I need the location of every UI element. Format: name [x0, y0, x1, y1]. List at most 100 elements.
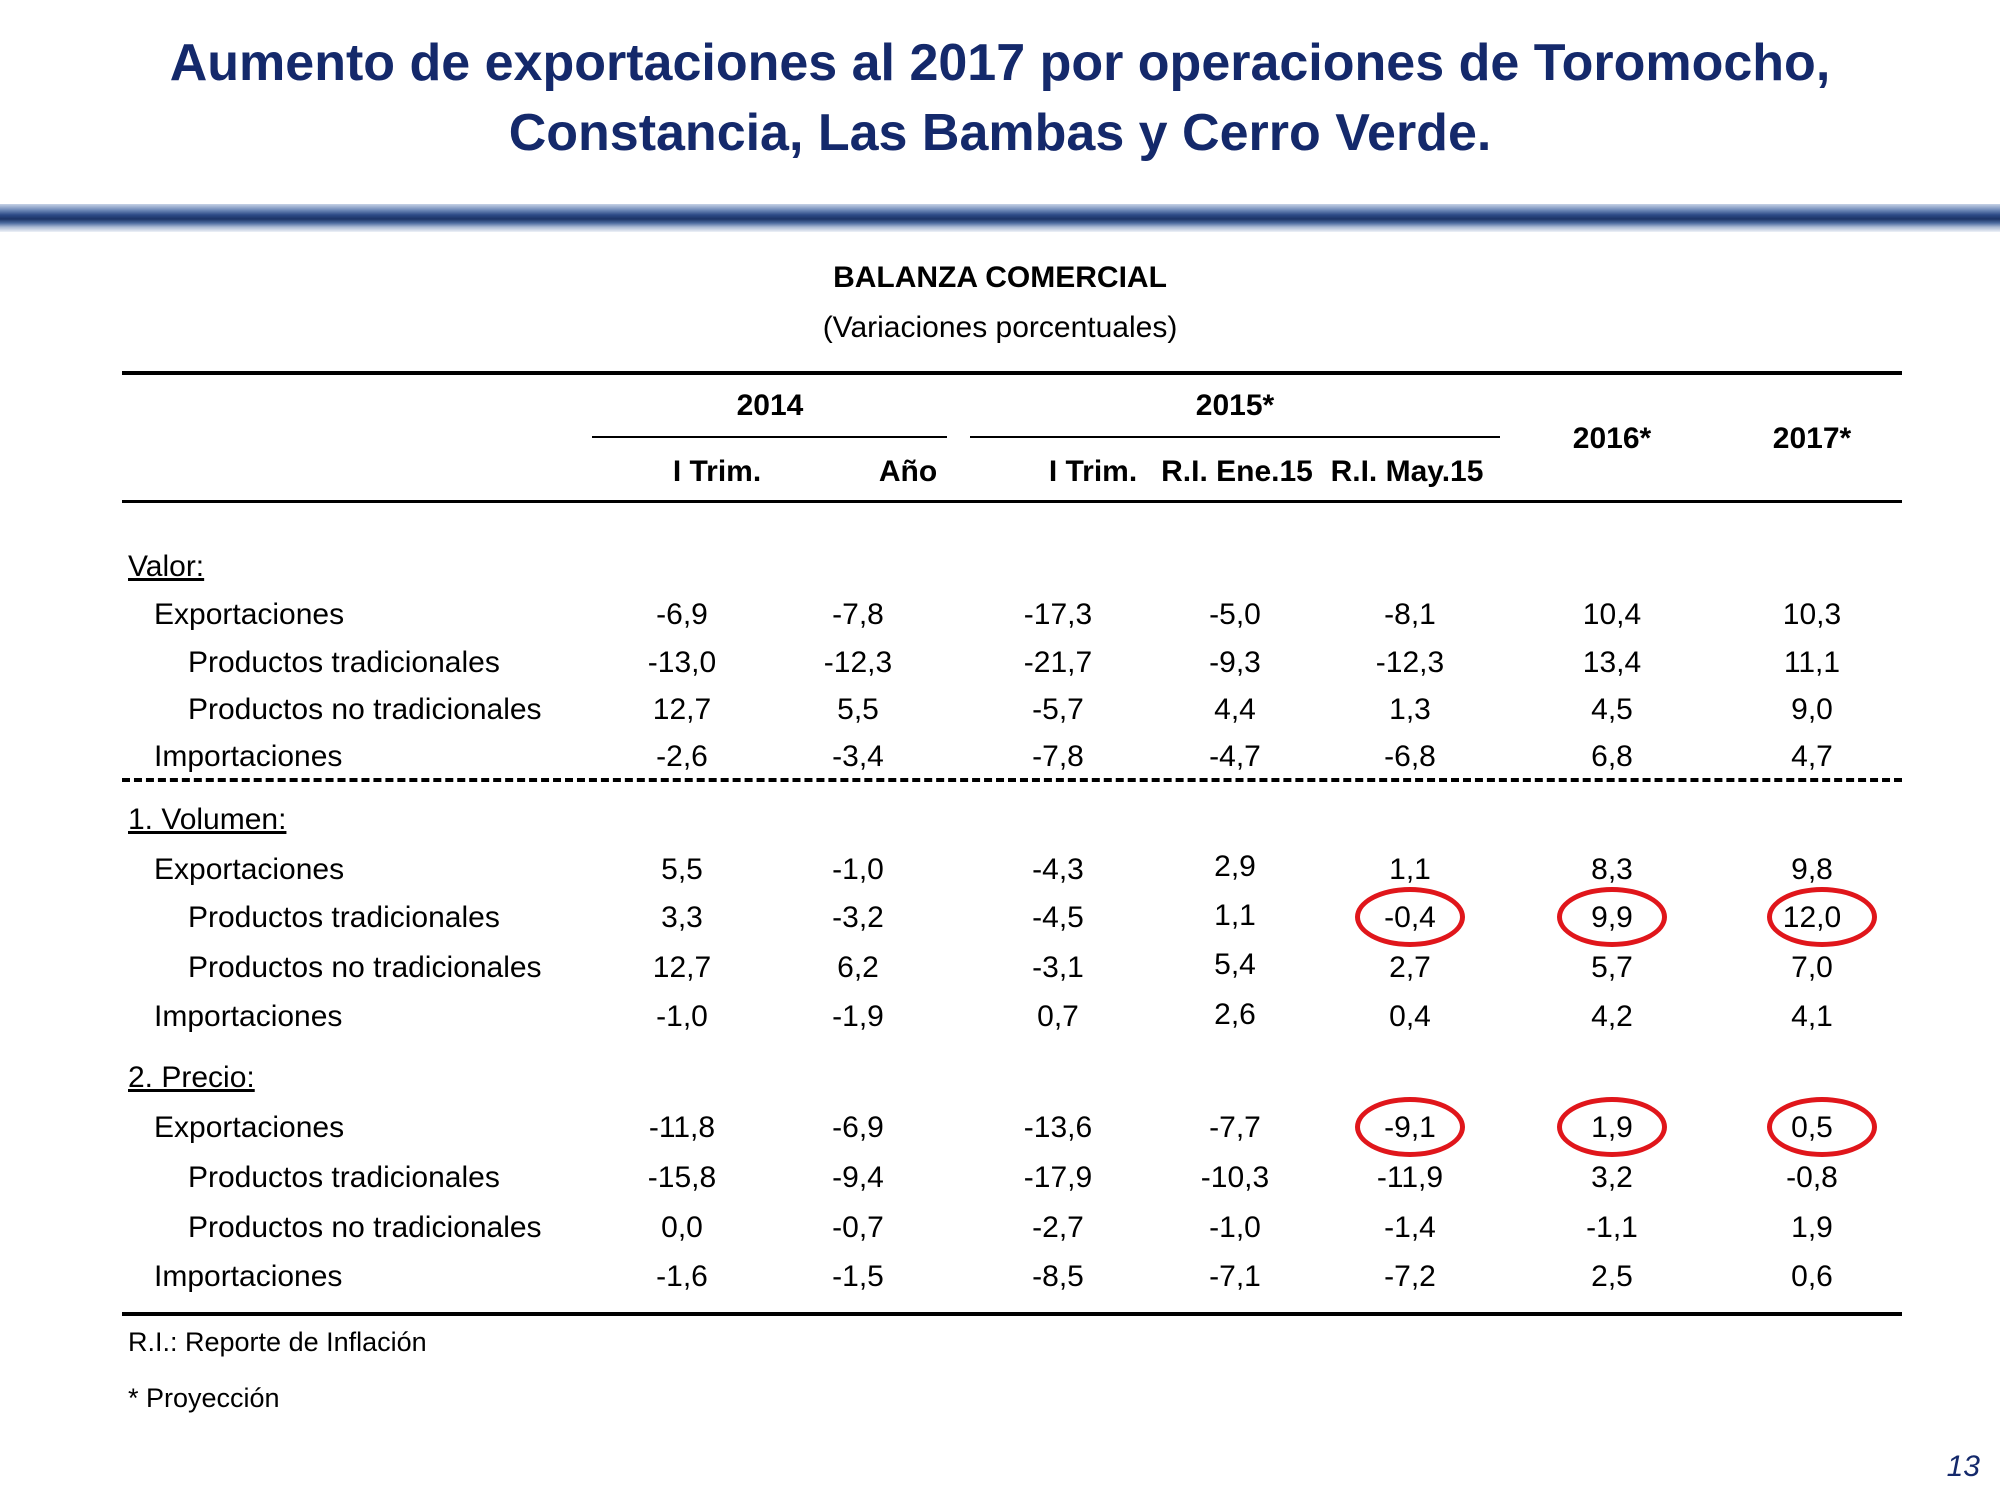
row-label: Importaciones — [154, 740, 343, 773]
cell-2015-itrim: -21,7 — [1023, 646, 1093, 679]
cell-2015-itrim: -5,7 — [1032, 693, 1084, 726]
cell-2017: 1,9 — [1791, 1211, 1833, 1244]
section-label-volumen: 1. Volumen: — [128, 803, 287, 836]
cell-2015-ri-may: 0,4 — [1389, 1000, 1431, 1033]
header-bottom-rule — [122, 500, 1902, 503]
title-divider-bar — [0, 204, 2000, 232]
cell-2015-ri-may: -8,1 — [1384, 598, 1436, 631]
cell-2015-itrim: -4,3 — [1032, 853, 1084, 886]
cell-2016: 3,2 — [1591, 1161, 1633, 1194]
cell-2017: 4,7 — [1791, 740, 1833, 773]
cell-2015-ri-may: 1,3 — [1389, 693, 1431, 726]
cell-2017: 10,3 — [1782, 598, 1842, 631]
section-label-precio: 2. Precio: — [128, 1061, 255, 1094]
cell-2014-itrim: -13,0 — [647, 646, 717, 679]
cell-2014-ano: 5,5 — [837, 693, 879, 726]
cell-2016: 10,4 — [1582, 598, 1642, 631]
cell-2014-ano: -3,4 — [832, 740, 884, 773]
cell-2015-ri-may: 1,1 — [1389, 853, 1431, 886]
cell-2014-ano: -3,2 — [832, 901, 884, 934]
cell-2014-ano: -9,4 — [832, 1161, 884, 1194]
slide-title-line-2: Constancia, Las Bambas y Cerro Verde. — [508, 104, 1492, 162]
note-ri: R.I.: Reporte de Inflación — [128, 1327, 427, 1357]
cell-2016: 5,7 — [1591, 951, 1633, 984]
cell-2017: 0,6 — [1791, 1260, 1833, 1293]
cell-2016: 2,5 — [1591, 1260, 1633, 1293]
cell-2014-ano: -1,9 — [832, 1000, 884, 1033]
cell-2014-ano: -1,5 — [832, 1260, 884, 1293]
group-rule-2015 — [970, 436, 1500, 438]
cell-2016: 6,8 — [1591, 740, 1633, 773]
cell-2014-itrim: -1,6 — [656, 1260, 708, 1293]
cell-2015-ri-ene: -1,0 — [1209, 1211, 1261, 1244]
cell-2015-ri-may: -12,3 — [1375, 646, 1445, 679]
table-bottom-rule — [122, 1312, 1902, 1316]
header-2017: 2017* — [1772, 422, 1852, 455]
header-col-2015-ri-ene: R.I. Ene.15 — [1161, 455, 1313, 488]
cell-2014-itrim: 12,7 — [652, 693, 712, 726]
cell-2014-ano: -6,9 — [832, 1111, 884, 1144]
cell-2015-ri-ene: 2,6 — [1214, 998, 1256, 1031]
cell-2016: -1,1 — [1586, 1211, 1638, 1244]
cell-2015-itrim: 0,7 — [1037, 1000, 1079, 1033]
table-subtitle: (Variaciones porcentuales) — [822, 311, 1178, 344]
group-rule-2014 — [592, 436, 947, 438]
cell-2016: 4,2 — [1591, 1000, 1633, 1033]
cell-2014-itrim: 5,5 — [661, 853, 703, 886]
cell-2015-ri-ene: 4,4 — [1214, 693, 1256, 726]
row-label: Exportaciones — [154, 598, 345, 631]
cell-2015-ri-ene: -5,0 — [1209, 598, 1261, 631]
cell-2017: 9,0 — [1791, 693, 1833, 726]
header-2016: 2016* — [1572, 422, 1652, 455]
cell-2017: -0,8 — [1786, 1161, 1838, 1194]
section-label-valor: Valor: — [128, 550, 205, 583]
header-col-2014-ano: Año — [878, 455, 938, 488]
cell-2017: 0,5 — [1791, 1111, 1833, 1144]
cell-2014-itrim: 3,3 — [661, 901, 703, 934]
header-col-2014-itrim: I Trim. — [672, 455, 762, 488]
cell-2016: 4,5 — [1591, 693, 1633, 726]
header-2015: 2015* — [1195, 389, 1275, 422]
cell-2016: 13,4 — [1582, 646, 1642, 679]
slide-title-line-1: Aumento de exportaciones al 2017 por ope… — [169, 34, 1831, 92]
cell-2015-ri-ene: 2,9 — [1214, 850, 1256, 883]
cell-2015-itrim: -2,7 — [1032, 1211, 1084, 1244]
row-label: Productos no tradicionales — [188, 951, 542, 984]
header-col-2015-ri-may: R.I. May.15 — [1330, 455, 1484, 488]
header-col-2015-itrim: I Trim. — [1048, 455, 1138, 488]
row-label: Productos no tradicionales — [188, 693, 542, 726]
cell-2014-ano: 6,2 — [837, 951, 879, 984]
cell-2015-ri-ene: -4,7 — [1209, 740, 1261, 773]
cell-2014-itrim: -11,8 — [648, 1111, 716, 1144]
slide-title: Aumento de exportaciones al 2017 por ope… — [0, 28, 2000, 168]
cell-2017: 7,0 — [1791, 951, 1833, 984]
cell-2016: 9,9 — [1591, 901, 1633, 934]
row-label: Productos tradicionales — [188, 1161, 500, 1194]
cell-2014-ano: -7,8 — [832, 598, 884, 631]
header-2014: 2014 — [736, 389, 804, 422]
cell-2014-itrim: -15,8 — [647, 1161, 717, 1194]
cell-2015-itrim: -7,8 — [1032, 740, 1084, 773]
cell-2014-itrim: 12,7 — [652, 951, 712, 984]
row-label: Productos no tradicionales — [188, 1211, 542, 1244]
row-label: Productos tradicionales — [188, 901, 500, 934]
row-label: Exportaciones — [154, 1111, 345, 1144]
cell-2015-ri-may: 2,7 — [1389, 951, 1431, 984]
cell-2017: 9,8 — [1791, 853, 1833, 886]
cell-2017: 4,1 — [1791, 1000, 1833, 1033]
row-label: Productos tradicionales — [188, 646, 500, 679]
cell-2015-ri-ene: -7,1 — [1209, 1260, 1261, 1293]
cell-2014-itrim: -6,9 — [656, 598, 708, 631]
cell-2014-itrim: -2,6 — [656, 740, 708, 773]
row-label: Exportaciones — [154, 853, 345, 886]
cell-2014-ano: -0,7 — [832, 1211, 884, 1244]
cell-2015-ri-may: -11,9 — [1376, 1161, 1444, 1194]
section-dashed-divider — [122, 778, 1902, 782]
cell-2015-ri-ene: -9,3 — [1209, 646, 1261, 679]
cell-2015-itrim: -3,1 — [1032, 951, 1084, 984]
cell-2016: 1,9 — [1591, 1111, 1633, 1144]
cell-2015-ri-may: -1,4 — [1384, 1211, 1436, 1244]
cell-2015-itrim: -8,5 — [1032, 1260, 1084, 1293]
row-label: Importaciones — [154, 1000, 343, 1033]
cell-2015-itrim: -17,3 — [1023, 598, 1093, 631]
